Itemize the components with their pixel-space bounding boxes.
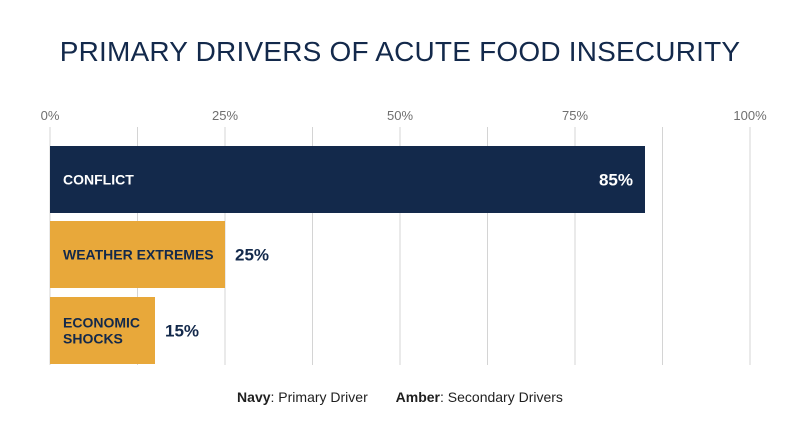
bar-category-label: ECONOMIC SHOCKS <box>63 315 140 347</box>
bar-category-label: CONFLICT <box>63 172 134 188</box>
bar-group: WEATHER EXTREMES 25% <box>50 221 269 288</box>
bars: CONFLICT 85% WEATHER EXTREMES 25% ECONOMIC SH… <box>50 146 645 364</box>
x-tick-label: 50% <box>387 108 413 123</box>
bar-value-label: 25% <box>235 246 269 265</box>
bar-group: ECONOMIC SHOCKS 15% <box>50 297 199 364</box>
legend-text-secondary: Secondary Drivers <box>443 389 563 405</box>
legend-text-primary: Primary Driver <box>274 389 368 405</box>
legend: Navy: Primary Driver Amber: Secondary Dr… <box>0 389 800 405</box>
bar-group: CONFLICT 85% <box>50 146 645 213</box>
chart-title: PRIMARY DRIVERS OF ACUTE FOOD INSECURITY <box>59 36 741 67</box>
legend-key-secondary: Amber <box>395 389 440 405</box>
bar <box>50 146 645 213</box>
bar-value-label: 15% <box>165 322 199 341</box>
x-tick-label: 0% <box>41 108 60 123</box>
bar <box>50 221 225 288</box>
x-tick-label: 100% <box>733 108 767 123</box>
bar-value-label: 85% <box>599 171 633 190</box>
legend-sep-primary: : <box>270 389 275 405</box>
bar <box>50 297 155 364</box>
x-axis-ticks: 0% 25% 50% 75% 100% <box>41 108 767 123</box>
legend-item-secondary: Amber: Secondary Drivers <box>396 389 563 405</box>
legend-item-primary: Navy: Primary Driver <box>237 389 368 405</box>
legend-key-primary: Navy <box>237 389 271 405</box>
x-tick-label: 25% <box>212 108 238 123</box>
x-tick-label: 75% <box>562 108 588 123</box>
legend-sep-secondary: : <box>440 389 444 405</box>
bar-category-label: WEATHER EXTREMES <box>63 247 214 263</box>
